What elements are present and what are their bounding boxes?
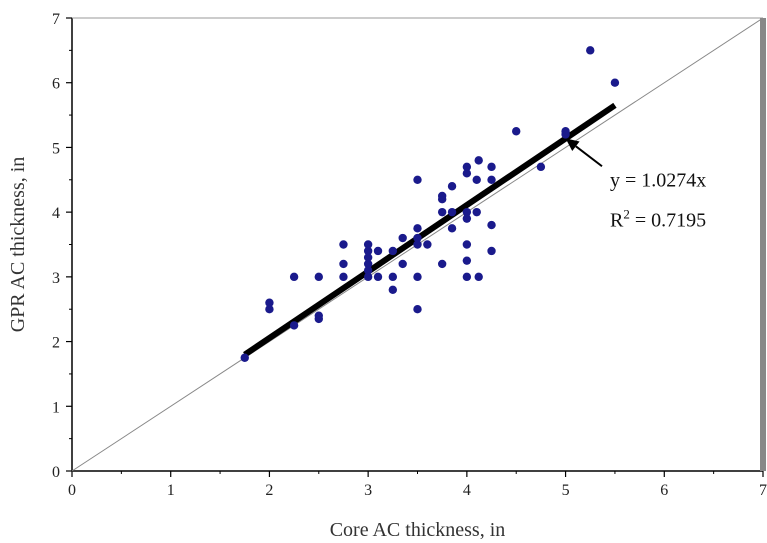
x-tick-label: 7 (759, 482, 767, 499)
data-point (388, 272, 398, 282)
data-point (437, 191, 447, 201)
data-points (240, 46, 620, 362)
data-point (610, 78, 620, 87)
data-point (462, 169, 472, 178)
equation-label: y = 1.0274x (610, 169, 706, 191)
x-tick-label: 0 (68, 482, 76, 499)
x-axis-ticks: 0 1 2 3 4 5 6 7 (68, 471, 767, 499)
data-point (388, 246, 398, 256)
data-point (447, 182, 457, 191)
data-point (339, 259, 348, 269)
y-tick-label: 6 (52, 76, 60, 93)
data-point (487, 220, 496, 230)
y-tick-label: 2 (52, 335, 60, 352)
data-point (373, 272, 383, 282)
data-point (413, 175, 422, 184)
y-axis-ticks: 0 1 2 3 4 5 6 7 (52, 11, 72, 481)
y-tick-label: 5 (52, 140, 60, 157)
data-point (487, 246, 496, 256)
data-point (289, 272, 299, 282)
x-tick-label: 1 (167, 482, 175, 499)
data-point (339, 272, 348, 282)
data-point (462, 272, 472, 282)
data-point (339, 240, 348, 249)
data-point (536, 162, 546, 172)
data-point (363, 246, 373, 256)
data-point (447, 207, 457, 217)
data-point (363, 253, 373, 262)
x-tick-label: 3 (364, 482, 372, 499)
data-point (447, 224, 457, 233)
data-point (265, 298, 274, 307)
data-point (462, 207, 472, 217)
x-axis-title: Core AC thickness, in (330, 519, 506, 541)
y-tick-label: 0 (52, 464, 60, 481)
data-point (373, 246, 383, 256)
data-point (398, 259, 407, 269)
x-tick-label: 4 (463, 482, 471, 499)
data-point (398, 233, 407, 243)
y-tick-label: 4 (52, 205, 60, 222)
r-squared-base: R (610, 209, 624, 231)
data-point (474, 272, 483, 282)
data-point (561, 127, 570, 136)
data-point (423, 240, 432, 249)
data-point (472, 207, 481, 217)
data-point (314, 272, 323, 282)
data-point (413, 305, 422, 314)
x-tick-label: 6 (660, 482, 668, 499)
data-point (462, 162, 472, 172)
data-point (413, 240, 422, 249)
r-squared-exponent: 2 (623, 206, 630, 221)
annotation-arrow (575, 145, 603, 168)
data-point (289, 321, 299, 330)
data-point (462, 256, 472, 265)
data-point (388, 285, 398, 294)
data-point (472, 175, 481, 184)
data-point (363, 240, 373, 249)
data-point (474, 156, 483, 165)
r-squared-value: = 0.7195 (630, 209, 706, 231)
data-point (363, 266, 373, 275)
y-tick-label: 7 (52, 11, 60, 28)
x-tick-label: 2 (265, 482, 273, 499)
x-tick-label: 5 (562, 482, 570, 499)
data-point (413, 233, 422, 243)
data-point (437, 259, 447, 269)
data-point (586, 46, 595, 55)
data-point (413, 272, 422, 282)
data-point (265, 305, 274, 314)
data-point (363, 259, 373, 269)
y-tick-label: 3 (52, 270, 60, 287)
data-point (487, 162, 496, 172)
r-squared-label: R2 = 0.7195 (610, 206, 706, 231)
data-point (363, 272, 373, 282)
trend-line (243, 102, 617, 358)
data-point (437, 207, 447, 217)
data-point (314, 311, 323, 320)
annotation: y = 1.0274x R2 = 0.7195 (565, 138, 706, 231)
data-point (462, 240, 472, 249)
data-point (240, 353, 249, 362)
y-axis-title: GPR AC thickness, in (7, 157, 29, 333)
data-point (413, 224, 422, 233)
data-point (462, 214, 472, 223)
y-tick-label: 1 (52, 399, 60, 416)
annotation-arrowhead (565, 138, 580, 152)
data-point (487, 175, 496, 184)
data-point (512, 127, 521, 136)
